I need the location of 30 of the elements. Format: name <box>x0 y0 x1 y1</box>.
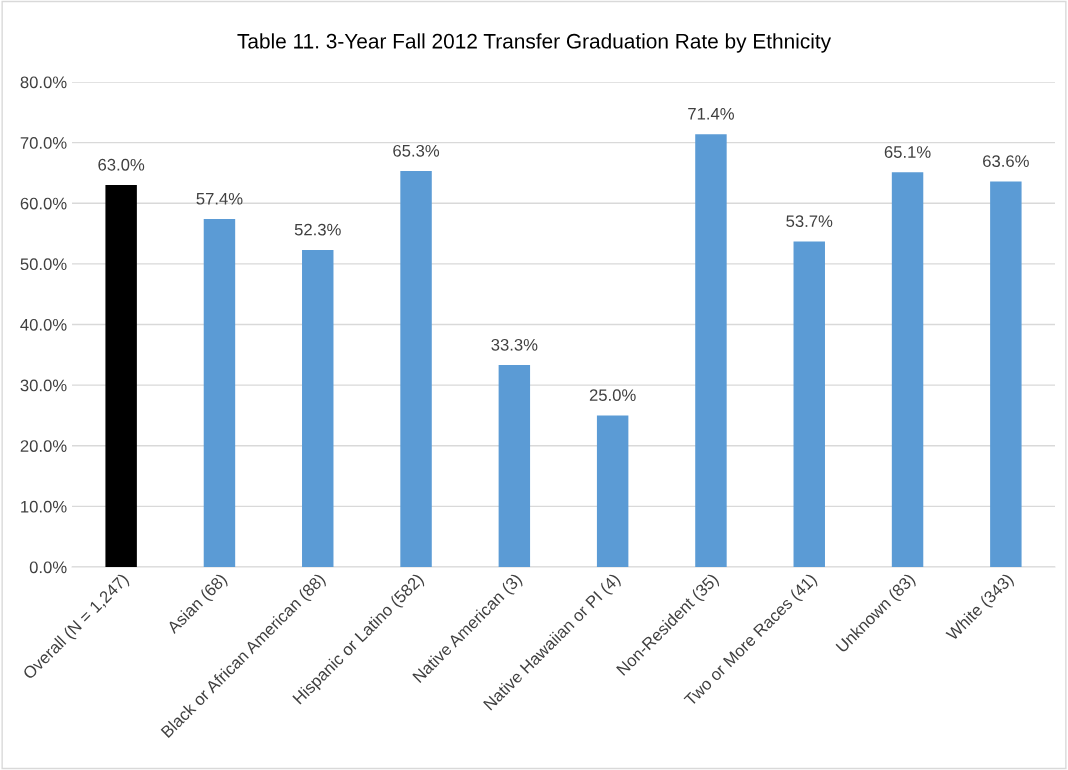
data-label: 63.6% <box>983 155 1029 168</box>
data-label: 52.3% <box>294 223 341 236</box>
bar <box>400 171 432 567</box>
data-label: 63.0% <box>98 158 145 171</box>
data-label: 53.7% <box>786 215 833 228</box>
y-tick-label: 70.0% <box>20 137 67 149</box>
bar <box>105 185 137 567</box>
bar <box>203 219 236 567</box>
bar <box>695 134 727 567</box>
bar <box>793 241 825 567</box>
data-label: 65.1% <box>884 146 931 158</box>
y-tick-label: 10.0% <box>21 500 67 513</box>
y-tick-label: 20.0% <box>20 440 67 452</box>
data-label: 33.3% <box>491 338 538 351</box>
y-tick-label: 30.0% <box>20 379 67 392</box>
y-tick-label: 80.0% <box>20 76 67 89</box>
data-label: 71.4% <box>688 108 734 120</box>
chart-title: Table 11. 3-Year Fall 2012 Transfer Graduation Rate by Ethnicity <box>237 33 832 53</box>
y-tick-label: 50.0% <box>20 258 67 271</box>
bar <box>498 365 531 567</box>
bar <box>891 172 924 567</box>
data-label: 25.0% <box>589 389 636 402</box>
bar <box>990 181 1022 567</box>
bar <box>302 249 334 567</box>
data-label: 65.3% <box>393 144 440 157</box>
bar <box>596 415 629 567</box>
data-label: 57.4% <box>196 192 243 205</box>
y-tick-label: 40.0% <box>20 318 67 331</box>
y-tick-label: 0.0% <box>29 561 67 574</box>
y-tick-label: 60.0% <box>20 197 67 210</box>
